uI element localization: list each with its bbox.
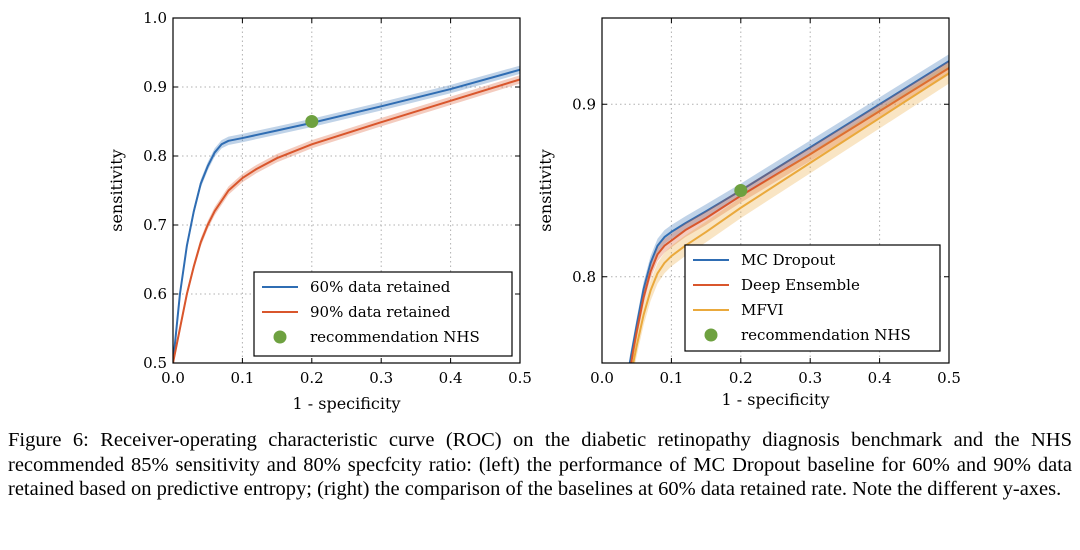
left-legend-label-60-data-retained: 60% data retained <box>310 278 451 296</box>
left-line-60-data-retained <box>173 68 520 363</box>
left-x-tick-label: 0.3 <box>369 369 393 387</box>
right-roc-chart: 0.0 0.1 0.2 0.3 0.4 0.5 0.8 0.9 1 - specificity s… <box>536 17 961 409</box>
left-series-group <box>173 65 520 363</box>
right-y-tick-label: 0.9 <box>572 95 596 113</box>
right-marker-recommendation-nhs <box>734 184 748 197</box>
right-legend: MC Dropout Deep Ensemble MFVI recommendatio… <box>684 244 941 352</box>
left-x-tick-label: 0.5 <box>508 369 532 387</box>
right-x-tick-label: 0.4 <box>868 369 892 387</box>
left-y-tick-label: 0.6 <box>143 285 167 303</box>
right-y-tick-label: 0.8 <box>572 268 596 286</box>
right-band-mc-dropout <box>629 54 949 363</box>
right-legend-swatch-recommendation-nhs <box>704 328 718 342</box>
right-line-mc-dropout <box>628 60 949 363</box>
left-y-tick-label: 0.9 <box>143 78 167 96</box>
roc-figure: 0.0 0.1 0.2 0.3 0.4 0.5 0.5 0.6 0.7 0.8 0.9 1.0 1 - … <box>107 9 961 413</box>
left-x-tick-label: 0.4 <box>439 369 463 387</box>
right-legend-label-mfvi: MFVI <box>741 301 784 319</box>
left-legend-swatch-recommendation-nhs <box>273 330 287 344</box>
left-legend-label-90-data-retained: 90% data retained <box>310 303 451 321</box>
left-y-tick-label: 0.8 <box>143 147 167 165</box>
right-legend-label-mc-dropout: MC Dropout <box>741 251 835 269</box>
right-x-tick-label: 0.3 <box>798 369 822 387</box>
right-legend-label-recommendation-nhs: recommendation NHS <box>741 326 911 344</box>
figure-caption: Figure 6: Receiver-operating characteris… <box>8 429 1072 500</box>
left-marker-recommendation-nhs <box>305 115 319 128</box>
right-legend-label-deep-ensemble: Deep Ensemble <box>741 276 860 294</box>
right-x-tick-label: 0.2 <box>729 369 753 387</box>
right-band-deep-ensemble <box>631 61 949 363</box>
right-line-mfvi <box>632 72 949 363</box>
left-x-tick-label: 0.1 <box>230 369 254 387</box>
left-x-tick-label: 0.0 <box>161 369 185 387</box>
left-legend-label-recommendation-nhs: recommendation NHS <box>310 328 480 346</box>
right-x-axis-label: 1 - specificity <box>722 390 830 409</box>
right-x-tick-label: 0.1 <box>659 369 683 387</box>
left-y-axis-label: sensitivity <box>107 149 126 231</box>
left-y-tick-label: 0.5 <box>143 354 167 372</box>
left-y-tick-label: 1.0 <box>143 9 167 27</box>
right-plot-frame <box>601 17 950 364</box>
right-series-group <box>628 54 949 363</box>
left-x-axis-label: 1 - specificity <box>293 394 401 413</box>
left-y-tick-label: 0.7 <box>143 216 167 234</box>
right-legend-box <box>684 244 941 352</box>
left-plot-frame <box>172 17 521 364</box>
right-x-tick-label: 0.0 <box>590 369 614 387</box>
right-y-axis-label: sensitivity <box>536 149 555 231</box>
left-legend: 60% data retained 90% data retained recomm… <box>253 271 513 357</box>
left-x-tick-label: 0.2 <box>300 369 324 387</box>
left-line-90-data-retained <box>173 78 520 363</box>
right-line-deep-ensemble <box>630 67 949 363</box>
left-roc-chart: 0.0 0.1 0.2 0.3 0.4 0.5 0.5 0.6 0.7 0.8 0.9 1.0 1 - … <box>107 9 532 413</box>
right-x-tick-label: 0.5 <box>937 369 961 387</box>
